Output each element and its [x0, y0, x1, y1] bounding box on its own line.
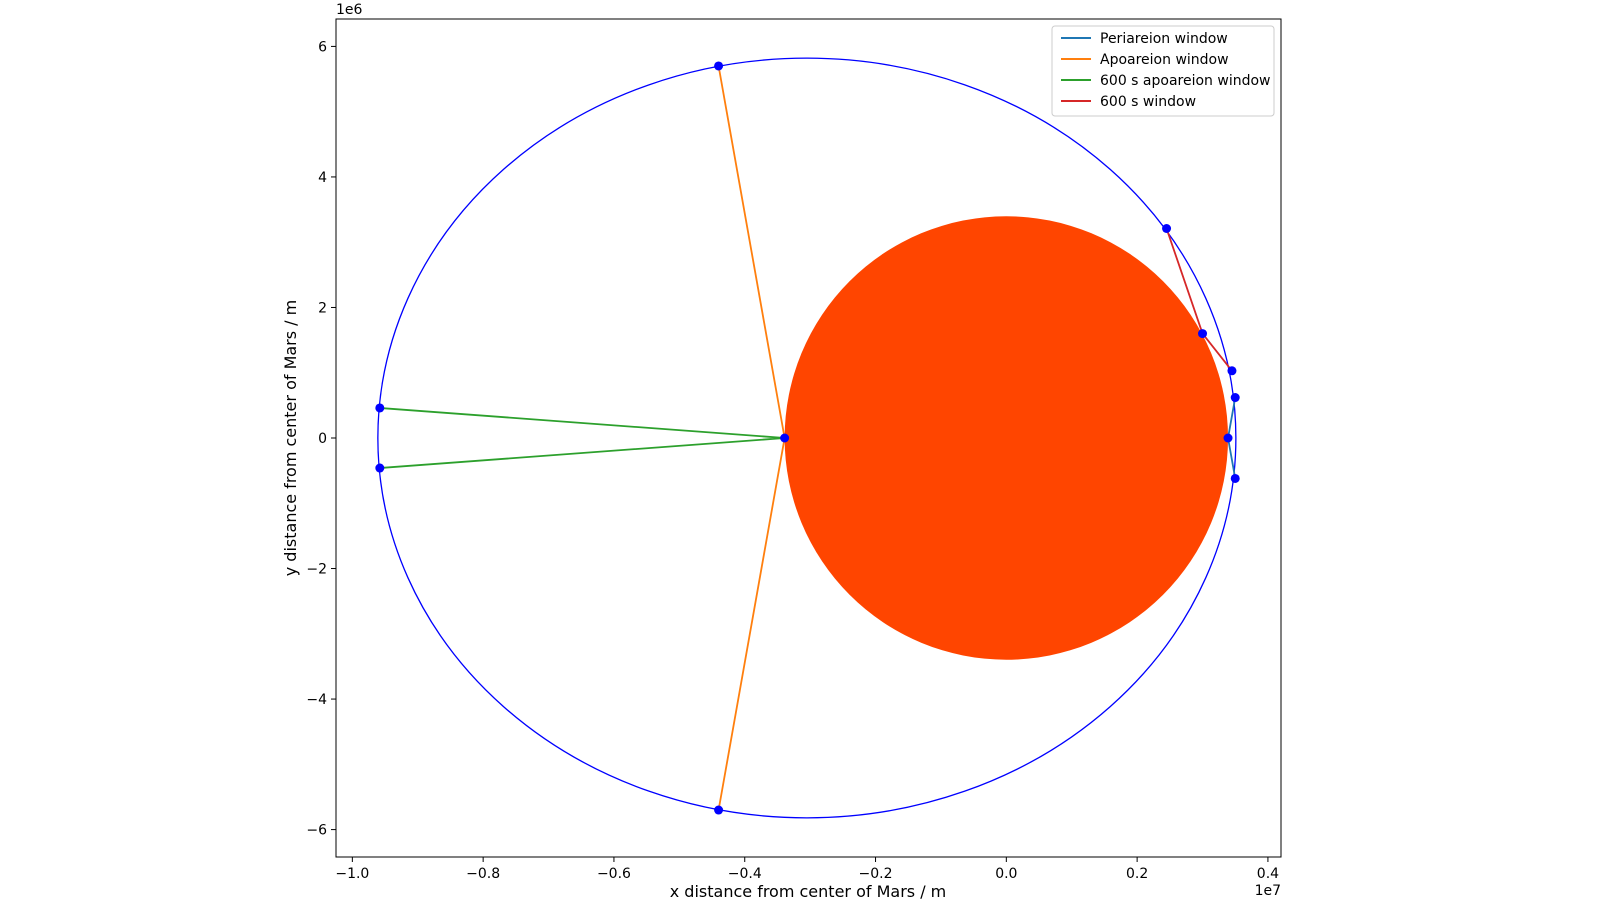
legend-box: [1051, 25, 1275, 117]
mars-disc: [784, 216, 1229, 660]
orbit-point-4: [780, 433, 790, 443]
orbit-point-10: [1230, 473, 1240, 483]
orbit-points: [375, 61, 1240, 815]
x-tick-label: −1.0: [335, 866, 369, 882]
y-tick-label: 6: [318, 39, 327, 55]
x-tick-label: −0.6: [597, 866, 631, 882]
y-axis-ticks: −6 −4 −2 0 2 4 6: [306, 39, 336, 839]
y-tick-label: −6: [306, 823, 327, 839]
legend-label-1: Apoareion window: [1100, 52, 1229, 68]
orbit-point-2: [375, 403, 385, 413]
x-axis-label: x distance from center of Mars / m: [670, 882, 947, 900]
y-axis-label: y distance from center of Mars / m: [281, 300, 300, 577]
x-offset-label: 1e7: [1255, 883, 1281, 899]
orbit-point-1: [714, 805, 724, 815]
orbit-point-5: [1162, 224, 1172, 233]
x-axis-ticks: −1.0 −0.8 −0.6 −0.4 −0.2 0.0 0.2 0.4: [335, 857, 1279, 882]
x-tick-label: 0.2: [1126, 866, 1148, 882]
x-tick-label: 0.4: [1257, 866, 1279, 882]
legend: Periareion window Apoareion window 600 s a…: [1051, 25, 1275, 117]
orbit-point-9: [1223, 433, 1233, 443]
y-offset-label: 1e6: [336, 2, 363, 18]
orbit-point-3: [375, 463, 385, 473]
series-line-2: [379, 407, 785, 469]
orbit-point-0: [714, 61, 724, 71]
x-tick-label: −0.4: [728, 866, 762, 882]
y-tick-label: 4: [318, 170, 327, 186]
legend-label-2: 600 s apoareion window: [1100, 73, 1270, 89]
x-tick-label: 0.0: [995, 866, 1017, 882]
plot-area: [375, 57, 1240, 819]
y-tick-label: −2: [306, 562, 327, 578]
orbit-point-8: [1230, 393, 1240, 403]
orbit-point-6: [1198, 329, 1208, 339]
legend-label-0: Periareion window: [1100, 31, 1228, 47]
orbit-point-7: [1227, 366, 1237, 376]
y-tick-label: 0: [318, 431, 327, 447]
x-tick-label: −0.8: [466, 866, 500, 882]
x-tick-label: −0.2: [859, 866, 893, 882]
y-tick-label: −4: [306, 692, 327, 708]
legend-label-3: 600 s window: [1100, 94, 1196, 110]
y-tick-label: 2: [318, 300, 327, 316]
orbit-ellipse: [377, 57, 1237, 819]
